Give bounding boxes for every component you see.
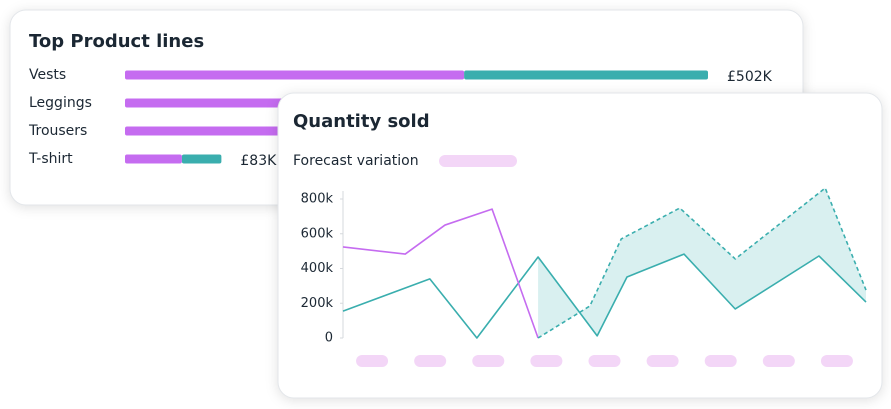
value-label: £502K	[727, 69, 773, 85]
x-label-placeholder	[472, 355, 505, 367]
value-label: £83K	[240, 153, 277, 169]
x-label-placeholder	[414, 355, 447, 367]
x-label-placeholder	[530, 355, 563, 367]
y-tick-label: 800k	[301, 192, 334, 207]
bar-segment	[181, 154, 222, 164]
x-label-placeholder	[820, 355, 853, 367]
category-label: T-shirt	[28, 151, 73, 167]
card-title: Quantity sold	[293, 111, 430, 132]
card-background	[277, 92, 883, 399]
line-series	[342, 253, 867, 339]
category-label: Leggings	[29, 95, 92, 111]
y-tick-label: 600k	[301, 226, 334, 241]
y-tick-label: 200k	[301, 296, 334, 311]
forecast-area	[538, 188, 866, 338]
card-title: Top Product lines	[29, 31, 204, 52]
category-label: Trousers	[28, 123, 87, 139]
quantity-card: Quantity sold Forecast variation 0 200k 40…	[277, 92, 883, 399]
x-label-placeholder	[588, 355, 621, 367]
x-label-placeholder	[646, 355, 679, 367]
y-tick-label: 0	[325, 331, 333, 346]
bar-segment	[125, 154, 182, 164]
bar-segment	[125, 70, 465, 80]
legend-swatch	[439, 155, 517, 167]
line-series	[342, 208, 539, 339]
legend-label: Forecast variation	[293, 153, 419, 169]
x-label-placeholder	[704, 355, 737, 367]
bar-segment	[464, 70, 708, 80]
y-tick-label: 400k	[301, 261, 334, 276]
x-label-placeholder	[356, 355, 389, 367]
x-label-placeholder	[762, 355, 795, 367]
category-label: Vests	[29, 67, 66, 83]
